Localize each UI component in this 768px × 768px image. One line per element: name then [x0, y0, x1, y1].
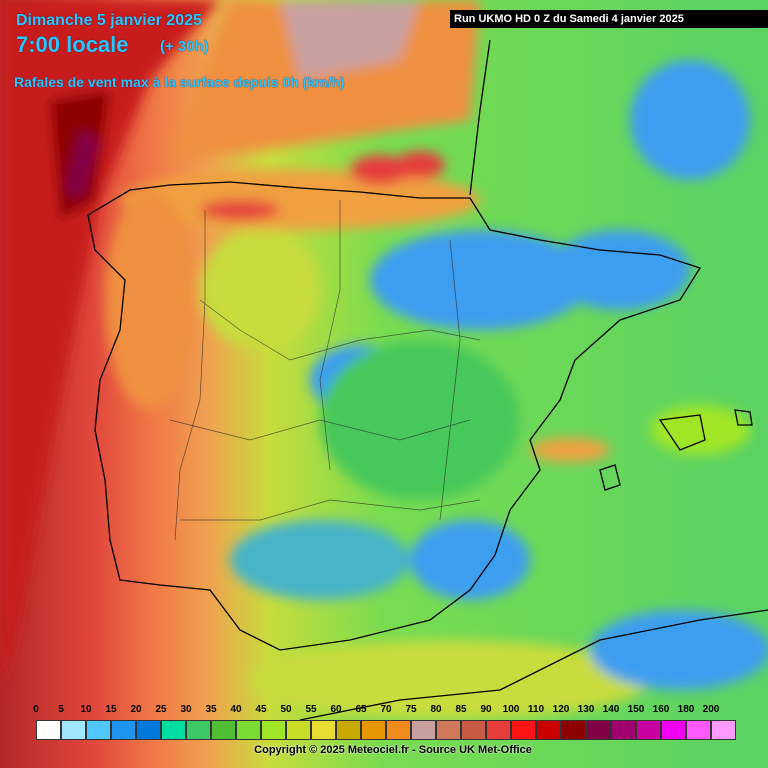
legend-label: 180 [677, 704, 695, 715]
legend-label: 100 [502, 704, 520, 715]
legend-swatch [111, 720, 136, 740]
legend-swatch [386, 720, 411, 740]
legend-label: 55 [305, 704, 317, 715]
legend-label: 25 [155, 704, 167, 715]
legend-swatch [686, 720, 711, 740]
legend-swatch [561, 720, 586, 740]
legend-swatch [261, 720, 286, 740]
legend-swatch [161, 720, 186, 740]
legend-label: 150 [627, 704, 645, 715]
legend-label: 130 [577, 704, 595, 715]
legend-swatch [586, 720, 611, 740]
legend-label: 50 [280, 704, 292, 715]
forecast-time: 7:00 locale [16, 32, 129, 57]
legend-label: 80 [430, 704, 442, 715]
wind-field [0, 0, 768, 720]
legend-swatch [286, 720, 311, 740]
legend-label: 35 [205, 704, 217, 715]
legend-label: 10 [80, 704, 92, 715]
legend-swatch [511, 720, 536, 740]
legend-label: 110 [527, 704, 545, 715]
legend-label: 160 [652, 704, 670, 715]
legend-swatch [236, 720, 261, 740]
legend-label: 75 [405, 704, 417, 715]
legend-swatch [136, 720, 161, 740]
legend-label: 65 [355, 704, 367, 715]
legend-swatch [411, 720, 436, 740]
legend-label: 120 [552, 704, 570, 715]
legend-swatch [86, 720, 111, 740]
legend-label: 140 [602, 704, 620, 715]
parameter-title: Rafales de vent max à la surface depuis … [14, 74, 345, 90]
legend-label: 40 [230, 704, 242, 715]
color-legend: 0 5 10 15 20 25 30 35 40 45 50 55 60 65 70 75 80 85 90 100 1… [33, 704, 736, 740]
legend-swatch [211, 720, 236, 740]
legend-label: 60 [330, 704, 342, 715]
legend-label: 85 [455, 704, 467, 715]
legend-label: 70 [380, 704, 392, 715]
borders [169, 200, 481, 541]
legend-swatch [536, 720, 561, 740]
legend-swatch [611, 720, 636, 740]
coastline [87, 39, 768, 721]
legend-swatch [61, 720, 86, 740]
run-label: Run UKMO HD 0 Z du Samedi 4 janvier 2025 [450, 10, 768, 28]
legend-swatch [336, 720, 361, 740]
legend-swatch [436, 720, 461, 740]
legend-label: 45 [255, 704, 267, 715]
legend-swatch [661, 720, 686, 740]
legend-label: 15 [105, 704, 117, 715]
legend-swatch [461, 720, 486, 740]
legend-swatch [486, 720, 511, 740]
legend-label: 30 [180, 704, 192, 715]
legend-swatch [36, 720, 61, 740]
legend-label: 0 [33, 704, 39, 715]
legend-label: 200 [702, 704, 720, 715]
legend-swatch [711, 720, 736, 740]
legend-swatch [186, 720, 211, 740]
legend-label: 20 [130, 704, 142, 715]
legend-swatch [636, 720, 661, 740]
legend-label: 5 [58, 704, 64, 715]
forecast-offset: (+ 30h) [160, 38, 209, 55]
legend-label: 90 [480, 704, 492, 715]
legend-swatch [361, 720, 386, 740]
copyright: Copyright © 2025 Meteociel.fr - Source U… [254, 744, 532, 756]
legend-swatch [311, 720, 336, 740]
forecast-date: Dimanche 5 janvier 2025 [16, 12, 202, 29]
